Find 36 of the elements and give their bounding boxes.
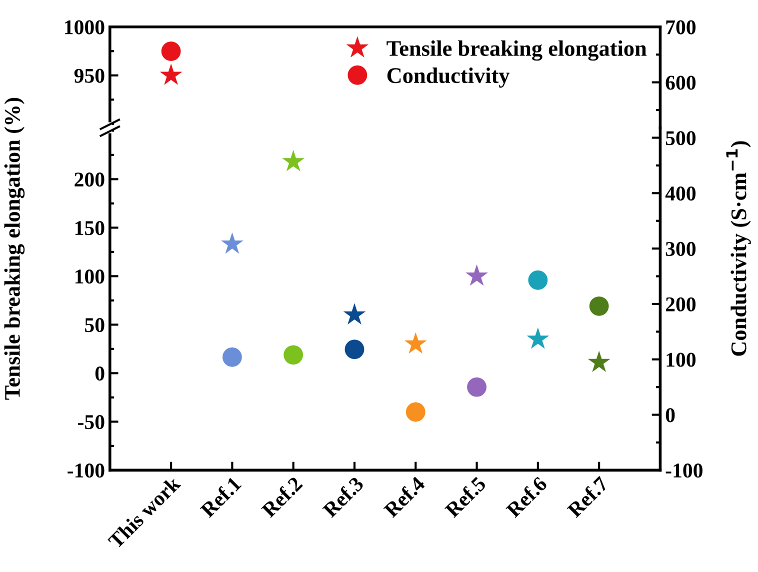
y2-tick-label: 200 — [666, 297, 696, 312]
point — [526, 327, 550, 349]
legend-label: Tensile breaking elongation — [386, 40, 647, 61]
y-tick-label: 0 — [95, 366, 104, 381]
y-tick-label: 150 — [75, 221, 104, 236]
point — [344, 340, 364, 360]
point — [404, 332, 427, 354]
y-tick-label: -50 — [78, 415, 104, 430]
point — [284, 345, 304, 365]
y2-tick-label: -100 — [666, 464, 702, 478]
y-tick-label: 950 — [74, 68, 104, 83]
y-tick-label: 100 — [75, 270, 104, 284]
y-axis-title: Tensile breaking elongation (%) — [4, 98, 25, 400]
y2-tick-label: 600 — [666, 76, 696, 90]
y2-tick-label: 0 — [666, 408, 675, 422]
legend-label: Conductivity — [387, 67, 510, 88]
y2-tick-label: 300 — [666, 242, 696, 256]
point — [467, 377, 487, 397]
y-tick-label: 50 — [85, 318, 104, 332]
y-tick-label: 200 — [74, 172, 104, 187]
y2-tick-label: 400 — [665, 186, 696, 201]
point — [528, 270, 548, 290]
point — [220, 232, 244, 254]
point — [222, 347, 242, 367]
point — [466, 264, 488, 286]
y2-tick-label: 700 — [666, 20, 696, 34]
point — [589, 296, 609, 316]
point — [406, 402, 426, 422]
y2-tick-label: 100 — [666, 352, 696, 367]
y-tick-label: -100 — [68, 464, 104, 478]
y-tick-label: 1000 — [65, 20, 104, 34]
point — [588, 350, 610, 372]
y2-axis-title: Conductivity (S·cm$^{−1}$) — [726, 141, 751, 356]
point — [343, 303, 366, 325]
point — [282, 150, 305, 172]
y2-tick-label: 500 — [666, 131, 696, 146]
